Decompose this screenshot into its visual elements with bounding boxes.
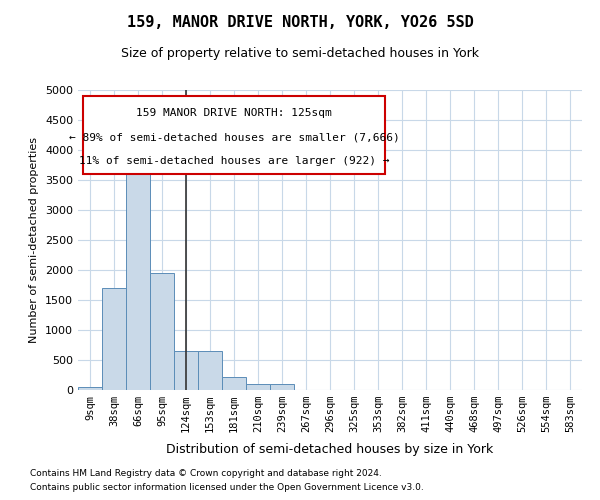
Text: Size of property relative to semi-detached houses in York: Size of property relative to semi-detach… [121, 48, 479, 60]
Bar [78, 387, 102, 390]
Text: 159 MANOR DRIVE NORTH: 125sqm: 159 MANOR DRIVE NORTH: 125sqm [136, 108, 332, 118]
X-axis label: Distribution of semi-detached houses by size in York: Distribution of semi-detached houses by … [166, 444, 494, 456]
Bar [270, 384, 294, 390]
Bar [198, 351, 222, 390]
FancyBboxPatch shape [83, 96, 385, 174]
Bar [246, 384, 270, 390]
Text: Contains HM Land Registry data © Crown copyright and database right 2024.: Contains HM Land Registry data © Crown c… [30, 468, 382, 477]
Text: ← 89% of semi-detached houses are smaller (7,666): ← 89% of semi-detached houses are smalle… [69, 132, 400, 142]
Bar [174, 351, 198, 390]
Bar [102, 288, 126, 390]
Text: 11% of semi-detached houses are larger (922) →: 11% of semi-detached houses are larger (… [79, 156, 389, 166]
Text: 159, MANOR DRIVE NORTH, YORK, YO26 5SD: 159, MANOR DRIVE NORTH, YORK, YO26 5SD [127, 15, 473, 30]
Bar [126, 147, 150, 390]
Text: Contains public sector information licensed under the Open Government Licence v3: Contains public sector information licen… [30, 484, 424, 492]
Bar [222, 378, 246, 390]
Y-axis label: Number of semi-detached properties: Number of semi-detached properties [29, 137, 40, 343]
Bar [150, 273, 174, 390]
